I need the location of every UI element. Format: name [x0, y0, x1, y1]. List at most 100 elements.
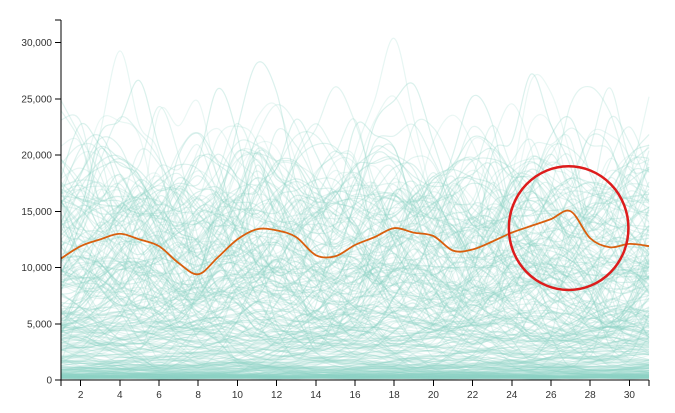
- background-series-line: [60, 368, 650, 376]
- background-series-line: [60, 370, 650, 377]
- background-series-line: [60, 371, 650, 379]
- x-tick-label: 8: [195, 390, 201, 401]
- background-series-line: [60, 182, 650, 302]
- y-tick-label: 10,000: [21, 263, 52, 274]
- background-series-line: [60, 241, 650, 357]
- background-series-line: [60, 144, 650, 274]
- background-series-line: [60, 312, 650, 333]
- background-series-line: [60, 364, 650, 374]
- background-series-line: [60, 169, 650, 262]
- background-series-line: [60, 374, 650, 380]
- background-series-line: [60, 153, 650, 313]
- background-series-line: [60, 194, 650, 261]
- background-series-line: [60, 369, 650, 378]
- background-series-line: [60, 335, 650, 366]
- background-series-line: [60, 375, 650, 380]
- background-series-line: [60, 364, 650, 379]
- background-series-line: [60, 252, 650, 368]
- background-series-line: [60, 373, 650, 379]
- background-series-line: [60, 332, 650, 357]
- background-series-line: [60, 310, 650, 344]
- background-series-line: [60, 95, 650, 303]
- background-series-line: [60, 265, 650, 349]
- background-series-line: [60, 266, 650, 347]
- background-series-line: [60, 182, 650, 260]
- background-series-line: [60, 372, 650, 379]
- background-series-line: [60, 85, 650, 334]
- background-series-line: [60, 198, 650, 272]
- background-series-line: [60, 376, 650, 379]
- background-series-line: [60, 308, 650, 333]
- background-series-line: [60, 133, 650, 248]
- highlighted-series-line: [60, 209, 650, 276]
- background-series-line: [60, 209, 650, 317]
- background-series-line: [60, 321, 650, 362]
- background-series-line: [60, 349, 650, 363]
- background-series-line: [60, 337, 650, 353]
- background-series-line: [60, 286, 650, 329]
- background-series-line: [60, 265, 650, 302]
- background-series-line: [60, 370, 650, 379]
- background-series-line: [60, 374, 650, 380]
- background-series-line: [60, 267, 650, 326]
- background-series-line: [60, 287, 650, 333]
- background-series-line: [60, 369, 650, 376]
- background-series-line: [60, 209, 650, 300]
- background-series-line: [60, 248, 650, 319]
- background-series-line: [60, 340, 650, 360]
- background-series-line: [60, 346, 650, 360]
- background-series-line: [60, 341, 650, 361]
- background-series-line: [60, 212, 650, 343]
- y-axis: 0 5,000 10,000 15,000 20,000 25,000 30,000: [21, 19, 62, 387]
- background-series-line: [60, 365, 650, 378]
- background-series-line: [60, 279, 650, 348]
- background-series-line: [60, 376, 650, 380]
- background-series-line: [60, 300, 650, 372]
- background-series-line: [60, 374, 650, 379]
- background-series-line: [60, 253, 650, 337]
- background-series-line: [60, 374, 650, 377]
- background-series-line: [60, 287, 650, 352]
- background-series-line: [60, 228, 650, 324]
- background-series-line: [60, 334, 650, 375]
- background-series-line: [60, 372, 650, 380]
- background-series-line: [60, 118, 650, 316]
- background-series-line: [60, 254, 650, 303]
- background-series-line: [60, 373, 650, 380]
- background-series-line: [60, 202, 650, 305]
- background-series-line: [60, 147, 650, 244]
- background-series-line: [60, 234, 650, 327]
- background-series-line: [60, 306, 650, 368]
- background-series-line: [60, 364, 650, 371]
- background-series-line: [60, 315, 650, 337]
- background-series-line: [60, 356, 650, 370]
- background-series-line: [60, 148, 650, 248]
- background-series-line: [60, 303, 650, 342]
- background-series-line: [60, 335, 650, 359]
- background-series-line: [60, 371, 650, 378]
- background-series-line: [60, 191, 650, 345]
- x-tick-label: 30: [624, 390, 636, 401]
- y-tick-label: 30,000: [21, 38, 52, 49]
- background-series-line: [60, 321, 650, 364]
- background-series-line: [60, 329, 650, 368]
- background-series-line: [60, 244, 650, 329]
- background-series-line: [60, 375, 650, 379]
- background-series-line: [60, 73, 650, 301]
- background-series-line: [60, 290, 650, 330]
- background-series-line: [60, 320, 650, 366]
- background-series-line: [60, 376, 650, 380]
- background-series-line: [60, 370, 650, 377]
- background-series-line: [60, 156, 650, 264]
- background-series-line: [60, 371, 650, 379]
- y-tick-label: 15,000: [21, 207, 52, 218]
- background-series-line: [60, 333, 650, 369]
- background-series-line: [60, 367, 650, 374]
- background-series-line: [60, 370, 650, 377]
- background-series-line: [60, 376, 650, 380]
- background-series-line: [60, 350, 650, 373]
- background-series-line: [60, 369, 650, 380]
- background-series-line: [60, 304, 650, 353]
- background-series-line: [60, 177, 650, 281]
